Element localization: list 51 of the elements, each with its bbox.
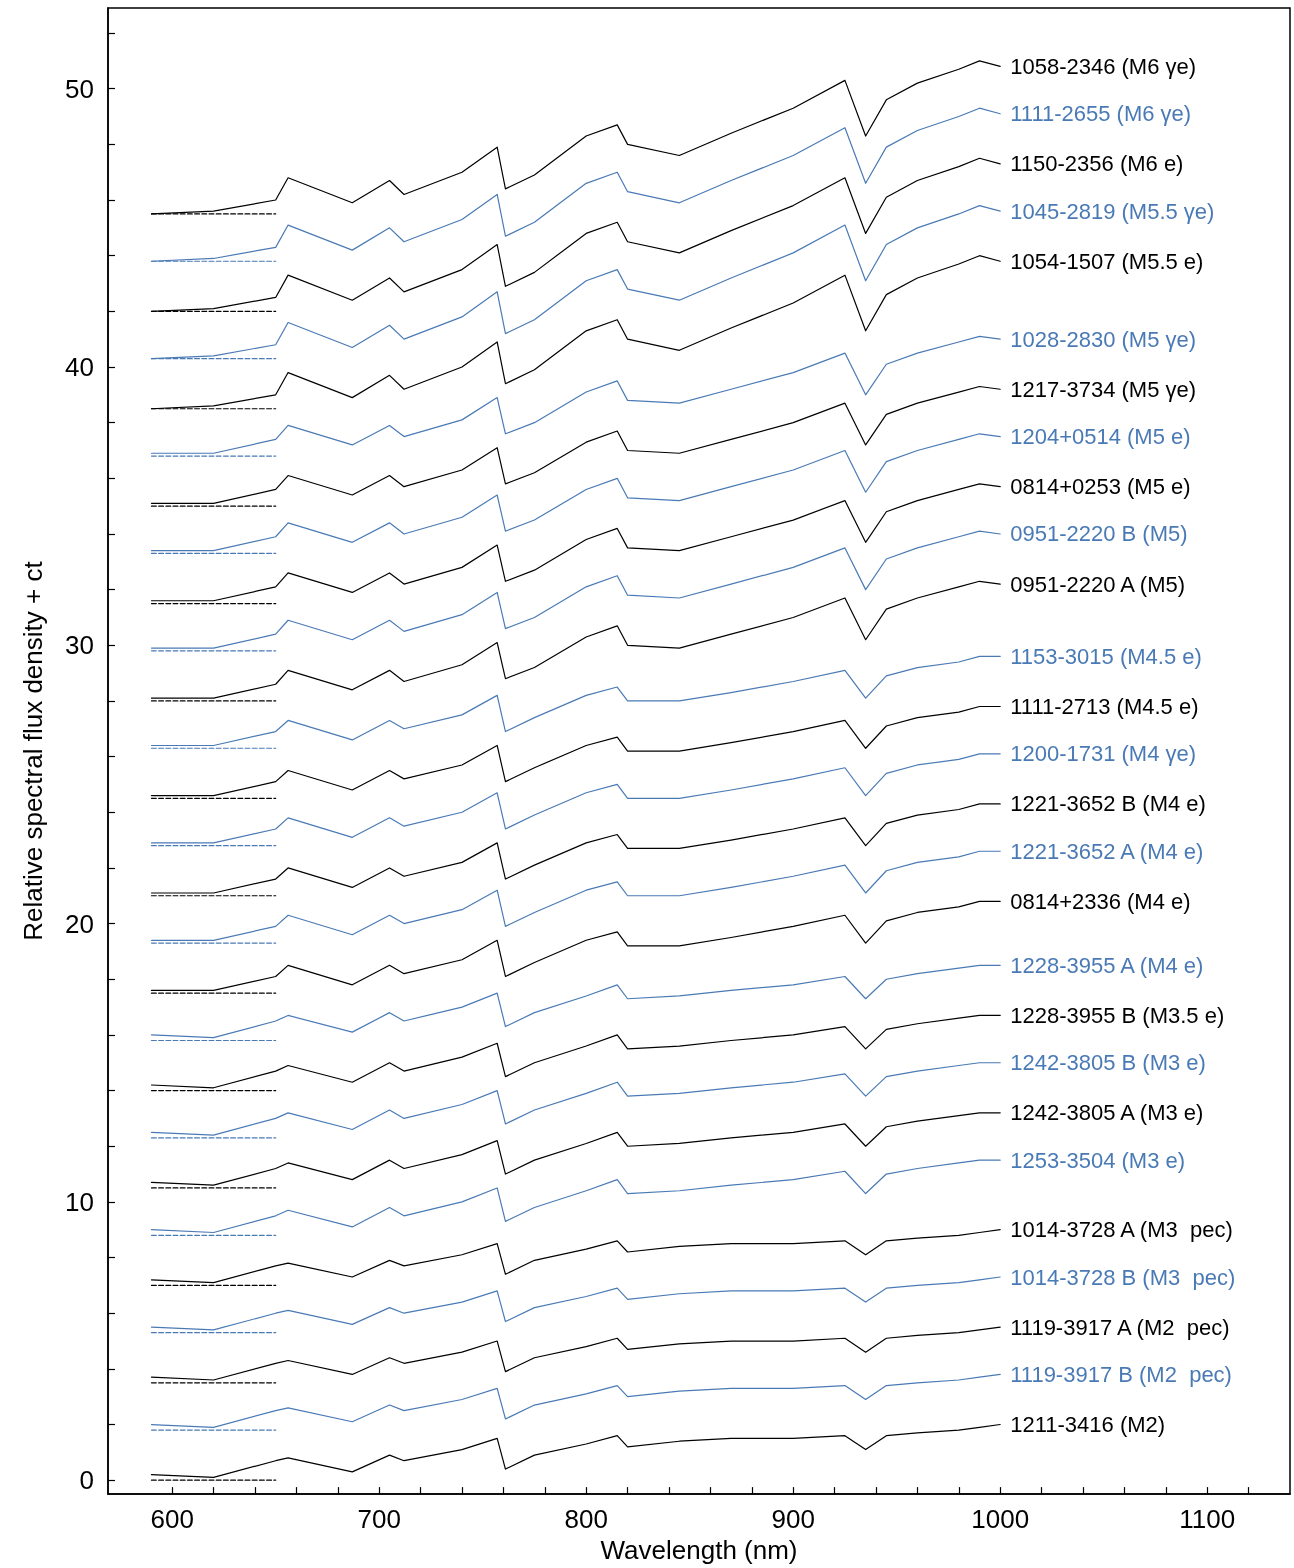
series-label: 1242-3805 B (M3 e) xyxy=(1010,1050,1206,1076)
x-tick-label: 700 xyxy=(357,1504,401,1535)
x-tick-label: 900 xyxy=(771,1504,815,1535)
series-label: 1217-3734 (M5 γe) xyxy=(1010,376,1197,402)
line-series xyxy=(150,964,1001,1039)
y-tick-label: 20 xyxy=(65,908,94,939)
line-series xyxy=(150,1112,1001,1186)
series-label: 1028-2830 (M5 γe) xyxy=(1010,326,1197,352)
series-label: 1058-2346 (M6 γe) xyxy=(1010,53,1197,79)
line-series xyxy=(150,1276,1001,1331)
series-label: 1228-3955 B (M3.5 e) xyxy=(1010,1002,1225,1028)
series-label: 1119-3917 A (M2 pec) xyxy=(1010,1314,1230,1340)
series-label: 0814+0253 (M5 e) xyxy=(1010,474,1191,500)
series-label: 1119-3917 B (M2 pec) xyxy=(1010,1361,1232,1387)
x-tick-label: 1000 xyxy=(971,1504,1030,1535)
y-tick-label: 30 xyxy=(65,630,94,661)
series-label: 1253-3504 (M3 e) xyxy=(1010,1147,1186,1173)
y-axis-title: Relative spectral flux density + ct xyxy=(18,560,48,941)
series-label: 1054-1507 (M5.5 e) xyxy=(1010,248,1204,274)
series-label: 1200-1731 (M4 γe) xyxy=(1010,741,1197,767)
series-label: 1242-3805 A (M3 e) xyxy=(1010,1100,1204,1126)
x-axis-title: Wavelength (nm) xyxy=(600,1535,798,1565)
series-label: 1014-3728 B (M3 pec) xyxy=(1010,1264,1236,1290)
y-tick-label: 10 xyxy=(65,1186,94,1217)
line-series xyxy=(150,1373,1001,1428)
series-label: 1045-2819 (M5.5 γe) xyxy=(1010,198,1215,224)
x-tick-label: 600 xyxy=(150,1504,194,1535)
series-label: 1153-3015 (M4.5 e) xyxy=(1010,643,1202,669)
series-label: 1211-3416 (M2) xyxy=(1010,1412,1166,1438)
line-series xyxy=(150,1159,1001,1234)
line-series xyxy=(150,1014,1001,1089)
x-tick-label: 1100 xyxy=(1179,1504,1236,1535)
series-label: 1221-3652 B (M4 e) xyxy=(1010,791,1206,817)
series-label: 0814+2336 (M4 e) xyxy=(1010,888,1191,914)
series-label: 1111-2713 (M4.5 e) xyxy=(1010,694,1199,720)
series-label: 0951-2220 A (M5) xyxy=(1010,571,1186,597)
line-series xyxy=(150,1423,1001,1478)
y-tick-label: 0 xyxy=(79,1465,94,1496)
series-label: 1228-3955 A (M4 e) xyxy=(1010,952,1204,978)
series-label: 1150-2356 (M6 e) xyxy=(1010,151,1184,177)
series-label: 1014-3728 A (M3 pec) xyxy=(1010,1217,1233,1243)
y-tick-label: 40 xyxy=(65,352,94,382)
line-series xyxy=(150,1326,1001,1381)
line-series xyxy=(150,1062,1001,1136)
series-label: 1221-3652 A (M4 e) xyxy=(1010,838,1204,864)
series-label: 0951-2220 B (M5) xyxy=(1010,521,1188,547)
x-tick-label: 800 xyxy=(564,1504,608,1535)
y-tick-label: 50 xyxy=(65,73,94,104)
line-series xyxy=(150,1229,1001,1284)
series-label: 1111-2655 (M6 γe) xyxy=(1010,101,1192,127)
series-label: 1204+0514 (M5 e) xyxy=(1010,424,1191,450)
